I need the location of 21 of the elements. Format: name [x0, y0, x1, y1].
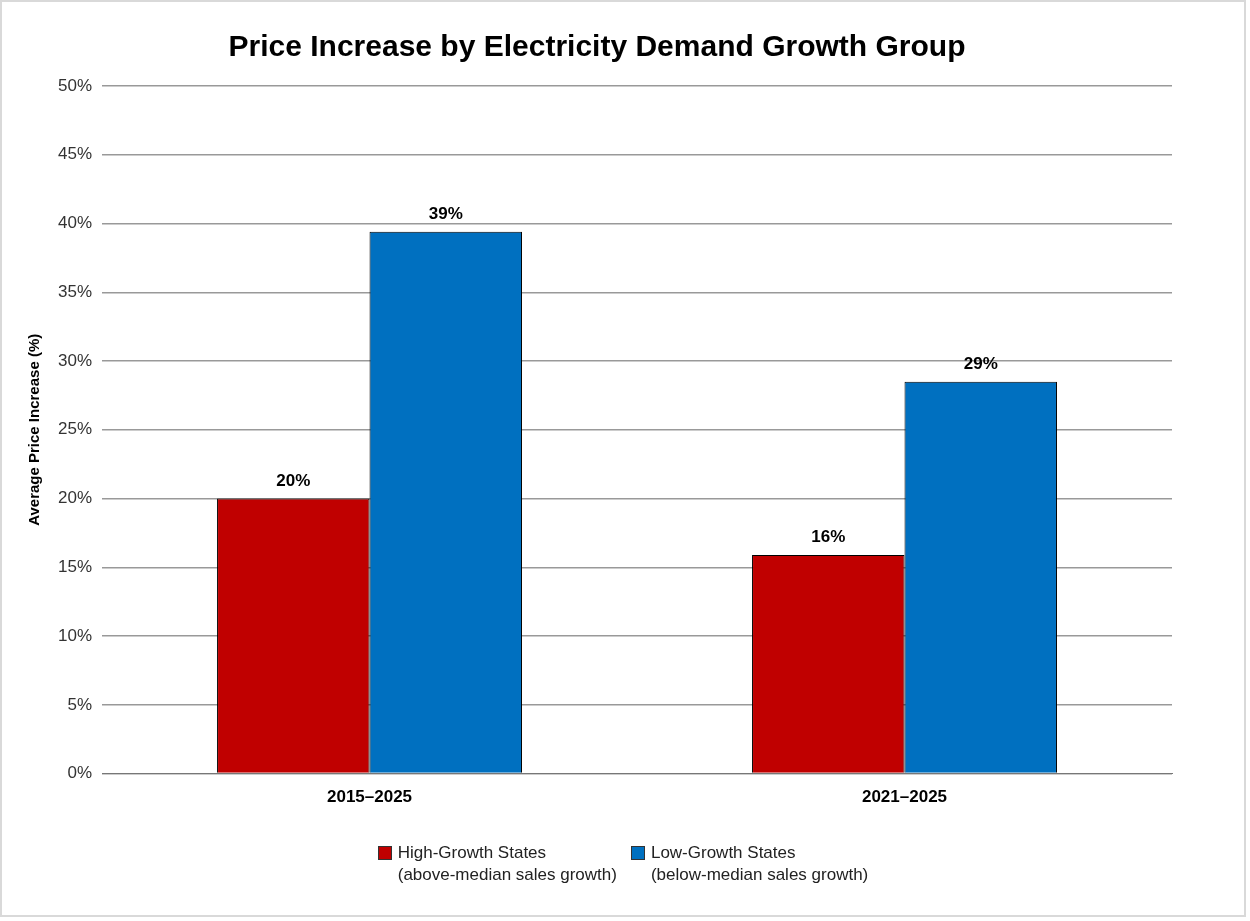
legend-label: Low-Growth States (below-median sales growth): [650, 842, 869, 886]
data-label: 20%: [276, 470, 311, 490]
data-label: 16%: [811, 527, 846, 547]
y-tick-label: 20%: [57, 488, 93, 508]
y-tick-label: 10%: [57, 625, 93, 645]
y-tick-label: 45%: [57, 144, 93, 164]
y-tick-label: 30%: [57, 350, 93, 370]
y-tick-label: 35%: [57, 281, 93, 301]
x-tick-label: 2021–2025: [861, 787, 948, 807]
y-tick-label: 0%: [67, 763, 93, 783]
y-tick-label: 5%: [67, 694, 93, 714]
y-tick-label: 15%: [57, 557, 93, 577]
y-tick-label: 40%: [57, 213, 93, 233]
data-label: 29%: [963, 353, 998, 373]
chart-title: Price Increase by Electricity Demand Growth Group: [228, 29, 966, 63]
y-tick-label: 50%: [57, 75, 93, 95]
y-tick-label: 25%: [57, 419, 93, 439]
legend-label: High-Growth States (above-median sales growth): [397, 842, 617, 886]
data-label: 39%: [428, 203, 463, 223]
y-axis-title: Average Price Increase (%): [25, 333, 43, 526]
x-tick-label: 2015–2025: [326, 787, 413, 807]
